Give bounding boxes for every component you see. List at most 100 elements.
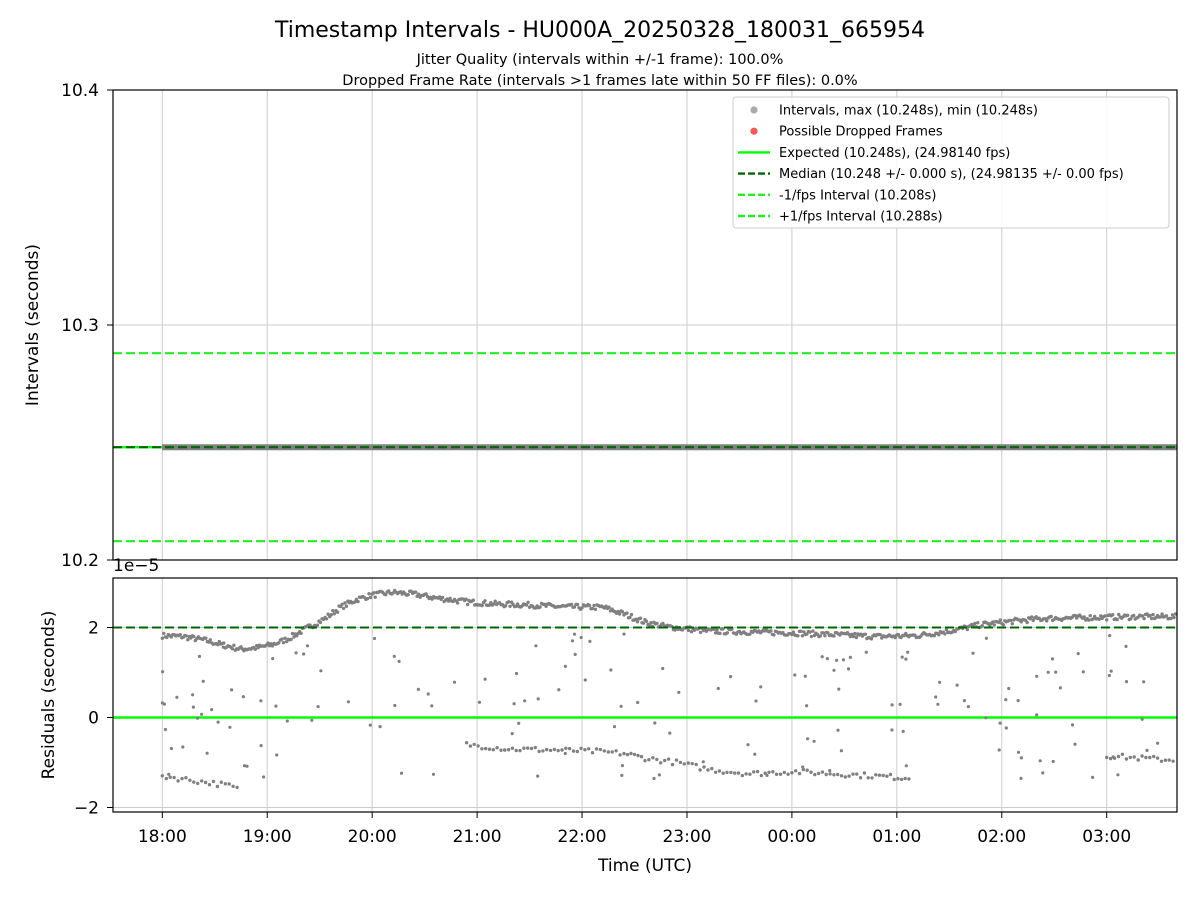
residual-point-753 xyxy=(670,762,675,767)
residual-point-820 xyxy=(1120,752,1125,756)
residual-point-929 xyxy=(759,685,763,689)
residual-point-696 xyxy=(227,782,231,786)
offset-label: 1e−5 xyxy=(113,556,159,576)
residual-point-371 xyxy=(713,631,718,635)
residual-point-969 xyxy=(1016,750,1021,754)
residual-point-676 xyxy=(1170,613,1175,617)
residual-point-938 xyxy=(984,716,988,720)
residual-point-639 xyxy=(1115,617,1119,622)
residual-point-736 xyxy=(606,750,610,754)
residual-point-742 xyxy=(629,751,633,756)
residual-point-875 xyxy=(197,654,202,659)
residual-point-914 xyxy=(846,667,851,671)
residual-point-811 xyxy=(892,777,896,782)
residual-point-963 xyxy=(729,675,733,679)
residual-point-205 xyxy=(465,602,470,607)
residual-point-865 xyxy=(677,690,681,695)
residual-point-917 xyxy=(753,752,757,756)
residual-point-850 xyxy=(971,651,975,655)
residual-point-745 xyxy=(639,754,644,759)
residual-point-924 xyxy=(835,658,839,662)
residual-point-984 xyxy=(962,699,967,703)
residual-point-856 xyxy=(191,693,195,697)
residual-point-693 xyxy=(215,784,220,789)
residual-point-952 xyxy=(1107,673,1111,678)
residual-point-761 xyxy=(702,765,706,769)
residual-point-746 xyxy=(643,759,647,763)
residual-point-809 xyxy=(885,774,889,778)
xtick-label-1: 19:00 xyxy=(243,827,292,847)
residual-point-546 xyxy=(976,621,980,625)
residual-point-768 xyxy=(729,770,733,775)
residual-point-949 xyxy=(754,699,758,703)
residual-point-826 xyxy=(1144,755,1148,760)
residual-point-842 xyxy=(523,699,527,703)
residual-point-857 xyxy=(839,749,844,753)
residual-point-88 xyxy=(290,631,295,636)
residual-point-762 xyxy=(706,768,710,772)
residual-point-919 xyxy=(368,723,372,727)
residual-point-441 xyxy=(818,634,823,638)
residual-point-912 xyxy=(1076,652,1080,656)
residual-point-718 xyxy=(537,749,541,754)
residual-point-611 xyxy=(1073,613,1077,618)
residual-point-694 xyxy=(219,780,223,784)
residual-point-992 xyxy=(271,657,275,661)
residual-point-682 xyxy=(172,775,176,780)
residual-point-94 xyxy=(299,631,303,635)
residual-point-854 xyxy=(536,774,540,778)
residual-point-965 xyxy=(216,720,220,724)
residual-point-935 xyxy=(392,654,396,658)
residual-point-797 xyxy=(839,774,844,778)
residual-point-677 xyxy=(1172,615,1176,620)
residual-point-798 xyxy=(843,775,847,779)
residual-point-918 xyxy=(1046,670,1050,674)
residual-point-920 xyxy=(302,652,306,656)
residual-point-813 xyxy=(899,777,904,782)
residual-point-944 xyxy=(210,708,214,712)
residual-point-867 xyxy=(890,728,894,732)
residual-point-140 xyxy=(368,595,373,600)
residual-point-791 xyxy=(816,771,821,776)
residual-point-729 xyxy=(579,746,583,750)
residual-point-903 xyxy=(1116,773,1120,777)
xtick-label-7: 01:00 xyxy=(872,827,921,847)
residual-point-985 xyxy=(1051,759,1055,764)
residual-point-568 xyxy=(1009,618,1013,623)
residual-point-132 xyxy=(356,599,360,604)
residual-point-697 xyxy=(231,784,235,788)
residual-point-823 xyxy=(1132,755,1136,759)
residual-point-979 xyxy=(1142,680,1146,684)
residual-point-989 xyxy=(668,731,672,735)
residual-point-361 xyxy=(698,630,703,635)
residual-point-336 xyxy=(661,621,665,626)
residual-point-579 xyxy=(1025,620,1029,625)
legend-label-5: +1/fps Interval (10.288s) xyxy=(779,210,943,225)
residual-point-843 xyxy=(175,695,179,699)
residual-point-463 xyxy=(851,634,856,639)
residual-point-681 xyxy=(168,775,172,779)
residual-point-837 xyxy=(1016,699,1020,703)
residual-point-223 xyxy=(492,602,496,606)
residual-point-774 xyxy=(752,770,756,774)
residual-point-632 xyxy=(1105,618,1109,622)
residual-point-852 xyxy=(998,721,1002,725)
residual-point-846 xyxy=(316,705,320,709)
residual-point-493 xyxy=(896,632,900,637)
residual-point-872 xyxy=(200,712,204,716)
residual-point-198 xyxy=(455,601,460,605)
residual-point-925 xyxy=(161,670,165,674)
residual-point-880 xyxy=(241,695,245,699)
residual-point-841 xyxy=(563,664,568,669)
residual-point-728 xyxy=(575,749,579,754)
residual-point-799 xyxy=(847,774,851,778)
residual-point-114 xyxy=(329,613,333,617)
legend-label-0: Intervals, max (10.248s), min (10.248s) xyxy=(779,104,1038,119)
residual-point-975 xyxy=(393,703,397,708)
residual-point-300 xyxy=(607,605,611,609)
residual-point-592 xyxy=(1045,619,1049,623)
residual-point-539 xyxy=(965,627,969,632)
residual-point-708 xyxy=(499,748,503,752)
residual-point-686 xyxy=(188,778,192,782)
xtick-label-5: 23:00 xyxy=(662,827,711,847)
